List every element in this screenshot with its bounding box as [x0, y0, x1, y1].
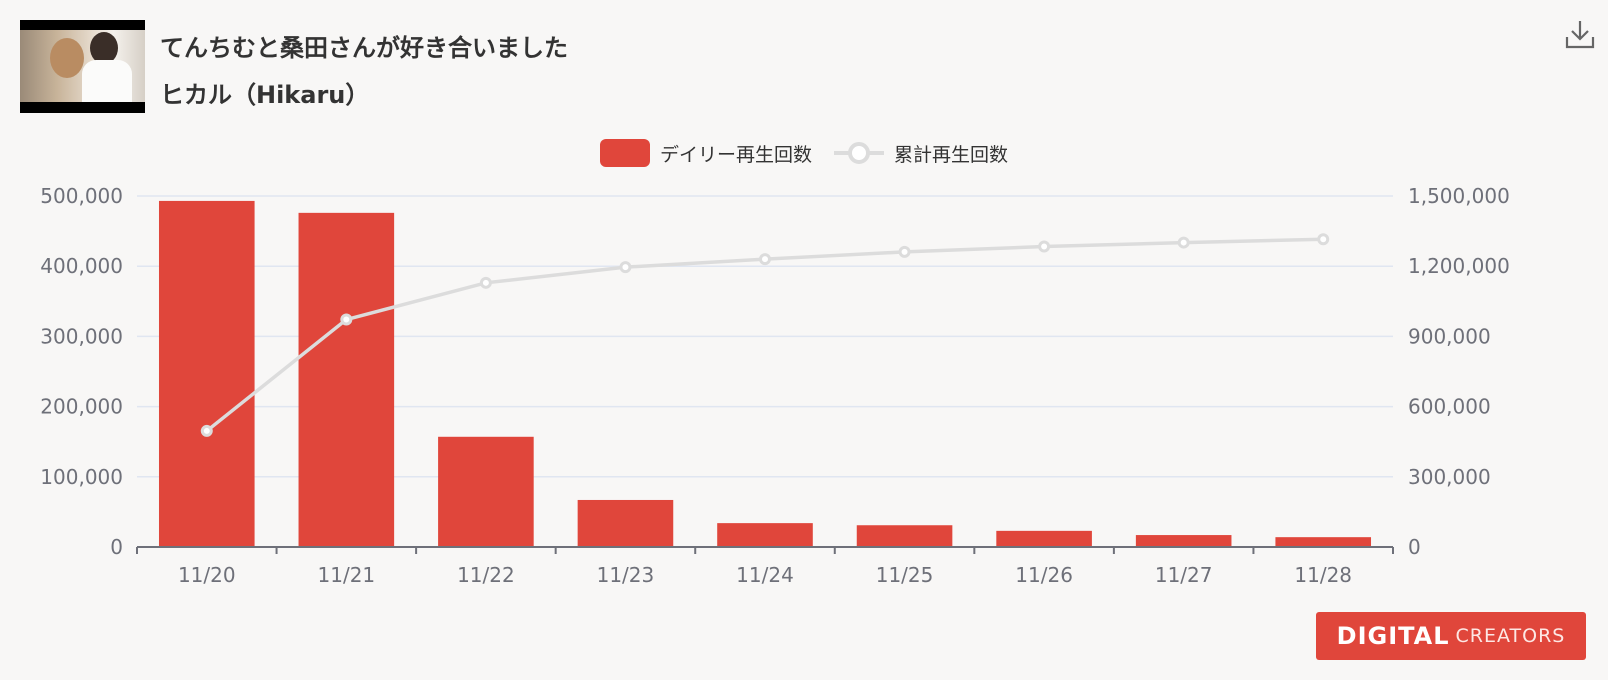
line-point[interactable] [1038, 240, 1051, 253]
x-tick-label: 11/27 [1155, 563, 1213, 587]
legend-swatch-bar [599, 139, 650, 167]
x-tick-label: 11/24 [736, 563, 794, 587]
x-tick-label: 11/21 [318, 563, 376, 587]
legend-item-cumulative[interactable]: 累計再生回数 [834, 139, 1008, 167]
y-right-tick-label: 1,200,000 [1408, 254, 1510, 278]
bar[interactable] [438, 436, 534, 547]
bar[interactable] [1275, 537, 1372, 547]
x-tick-label: 11/25 [876, 563, 934, 587]
video-title: てんちむと桑田さんが好き合いました [160, 34, 568, 62]
bar[interactable] [577, 499, 674, 547]
logo-main-text: DIGITAL [1336, 622, 1450, 650]
channel-name: ヒカル（Hikaru） [160, 81, 370, 109]
legend-swatch-line [834, 142, 884, 164]
bar[interactable] [298, 212, 395, 547]
bar[interactable] [158, 200, 255, 547]
legend-item-daily[interactable]: デイリー再生回数 [599, 139, 812, 167]
legend-label-daily: デイリー再生回数 [659, 143, 812, 166]
line-point[interactable] [1317, 233, 1330, 246]
thumbnail-person-right-body [82, 60, 132, 102]
line-point[interactable] [479, 276, 492, 289]
line-point[interactable] [898, 245, 911, 258]
y-left-tick-label: 200,000 [40, 395, 123, 419]
chart-legend: デイリー再生回数 累計再生回数 [0, 138, 1608, 168]
x-tick-label: 11/22 [457, 563, 515, 587]
download-icon[interactable] [1564, 18, 1596, 50]
legend-label-cumulative: 累計再生回数 [894, 143, 1009, 166]
thumbnail-person-right-head [90, 32, 118, 64]
video-thumbnail[interactable] [20, 20, 145, 113]
x-tick-label: 11/20 [178, 563, 236, 587]
y-left-tick-label: 400,000 [40, 254, 123, 278]
y-right-tick-label: 300,000 [1408, 465, 1491, 489]
y-left-tick-label: 500,000 [40, 184, 123, 208]
y-left-tick-label: 300,000 [40, 324, 123, 348]
y-right-tick-label: 1,500,000 [1408, 184, 1510, 208]
logo-sub-text: CREATORS [1455, 625, 1566, 647]
x-tick-label: 11/23 [597, 563, 655, 587]
x-tick-label: 11/26 [1015, 563, 1073, 587]
bar[interactable] [856, 525, 953, 547]
x-tick-label: 11/28 [1294, 563, 1352, 587]
bar[interactable] [717, 523, 813, 547]
digital-creators-logo[interactable]: DIGITAL CREATORS [1316, 612, 1586, 660]
line-point[interactable] [1177, 236, 1190, 249]
y-right-tick-label: 0 [1408, 535, 1421, 559]
thumbnail-person-left [50, 38, 84, 78]
bar[interactable] [996, 530, 1092, 547]
y-left-tick-label: 0 [110, 535, 123, 559]
y-right-tick-label: 900,000 [1408, 324, 1491, 348]
y-right-tick-label: 600,000 [1408, 395, 1491, 419]
bar[interactable] [1135, 535, 1232, 547]
y-left-tick-label: 100,000 [40, 465, 123, 489]
line-point[interactable] [759, 253, 771, 266]
line-point[interactable] [340, 313, 353, 326]
line-point[interactable] [619, 261, 632, 274]
line-point[interactable] [200, 424, 213, 437]
